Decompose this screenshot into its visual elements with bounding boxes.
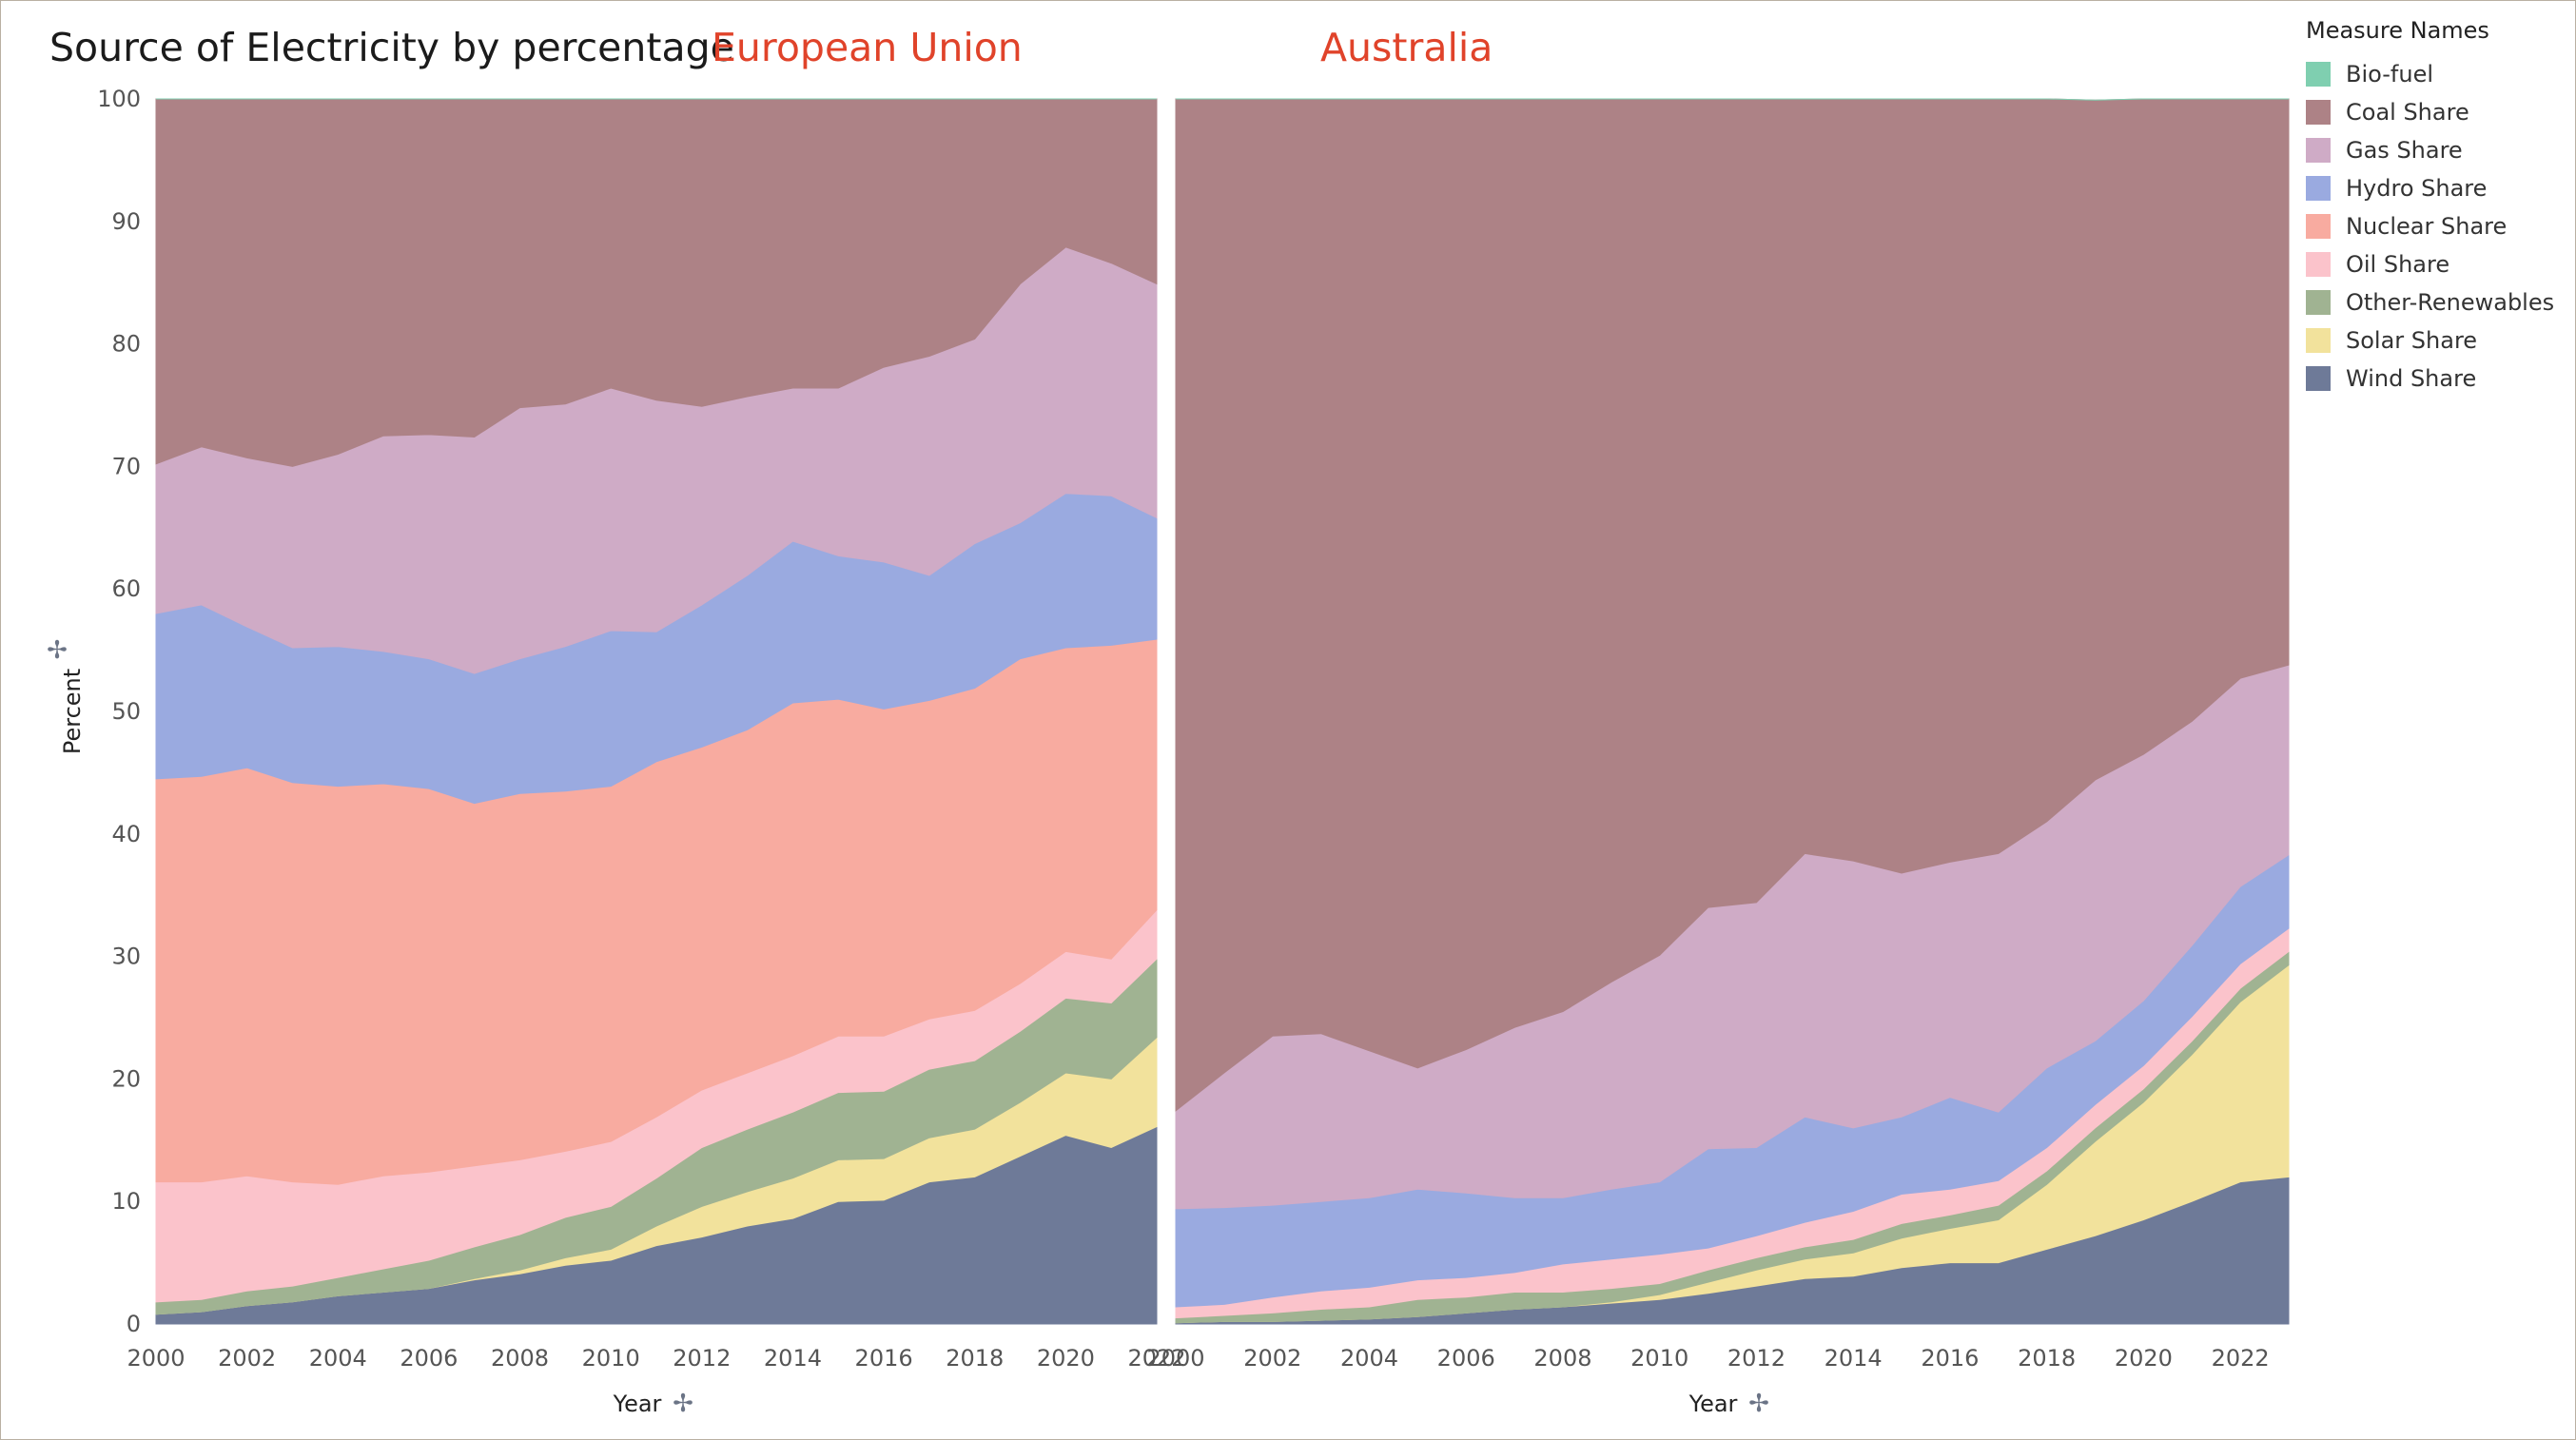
x-tick-label: 2004 [309,1345,367,1372]
x-tick-label: 2000 [1146,1345,1204,1372]
panel-title-australia: Australia [1320,25,1493,70]
legend-label: Oil Share [2346,251,2450,278]
legend-label: Gas Share [2346,137,2463,164]
legend-item[interactable]: Coal Share [2306,93,2554,131]
legend-swatch [2306,138,2331,163]
x-tick-label: 2022 [1127,1345,1185,1372]
legend-swatch [2306,100,2331,125]
area-bio-fuel-australia [1176,98,2289,101]
legend-label: Bio-fuel [2346,61,2434,88]
x-tick-label: 2016 [855,1345,913,1372]
y-tick-label: 50 [111,698,141,725]
x-tick-label: 2012 [673,1345,731,1372]
legend-swatch [2306,176,2331,201]
y-tick-label: 60 [111,575,141,602]
x-tick-label: 2010 [1630,1345,1688,1372]
x-tick-label: 2016 [1921,1345,1979,1372]
y-tick-label: 20 [111,1065,141,1092]
x-tick-label: 2020 [1037,1345,1095,1372]
legend-swatch [2306,328,2331,353]
x-tick-label: 2020 [2115,1345,2173,1372]
legend-swatch [2306,366,2331,391]
y-tick-label: 30 [111,944,141,970]
x-axis-title: Year [613,1391,662,1417]
legend-item[interactable]: Wind Share [2306,360,2554,398]
x-tick-label: 2018 [946,1345,1004,1372]
legend-label: Coal Share [2346,99,2469,126]
y-tick-label: 70 [111,453,141,479]
y-axis-title: Percent [59,669,86,754]
legend: Measure Names Bio-fuel Coal Share Gas Shar… [2306,17,2554,398]
x-tick-label: 2022 [2212,1345,2270,1372]
pin-icon: ✢ [1748,1389,1769,1417]
x-tick-label: 2000 [127,1345,185,1372]
x-tick-label: 2002 [218,1345,276,1372]
legend-item[interactable]: Gas Share [2306,131,2554,169]
pin-icon: ✢ [47,635,68,664]
x-tick-label: 2004 [1340,1345,1398,1372]
y-tick-label: 80 [111,331,141,358]
legend-item[interactable]: Bio-fuel [2306,55,2554,93]
legend-item[interactable]: Nuclear Share [2306,207,2554,245]
legend-swatch [2306,62,2331,87]
legend-label: Solar Share [2346,327,2478,354]
legend-swatch [2306,290,2331,315]
pin-icon: ✢ [673,1389,693,1417]
x-tick-label: 2014 [764,1345,822,1372]
y-tick-label: 0 [127,1311,141,1337]
x-tick-label: 2002 [1243,1345,1301,1372]
legend-swatch [2306,214,2331,239]
x-tick-label: 2006 [1437,1345,1495,1372]
legend-swatch [2306,252,2331,277]
x-tick-label: 2008 [1533,1345,1591,1372]
y-tick-label: 90 [111,208,141,235]
y-tick-label: 100 [97,86,141,112]
legend-label: Hydro Share [2346,175,2488,202]
y-tick-label: 40 [111,821,141,847]
x-tick-label: 2008 [491,1345,549,1372]
x-axis-title: Year [1688,1391,1738,1417]
panel-title-eu: European Union [712,25,1023,70]
x-tick-label: 2012 [1727,1345,1786,1372]
legend-title: Measure Names [2306,17,2489,44]
legend-item[interactable]: Oil Share [2306,245,2554,283]
legend-item[interactable]: Solar Share [2306,321,2554,360]
legend-label: Other-Renewables [2346,289,2555,316]
x-tick-label: 2010 [582,1345,640,1372]
legend-items: Bio-fuel Coal Share Gas Share Hydro Share Nu… [2306,55,2554,398]
legend-label: Nuclear Share [2346,213,2508,240]
legend-item[interactable]: Hydro Share [2306,169,2554,207]
x-tick-label: 2006 [400,1345,458,1372]
legend-label: Wind Share [2346,365,2477,392]
y-tick-label: 10 [111,1188,141,1215]
page-title: Source of Electricity by percentage [49,25,734,70]
x-tick-label: 2014 [1825,1345,1883,1372]
x-tick-label: 2018 [2018,1345,2076,1372]
legend-item[interactable]: Other-Renewables [2306,283,2554,321]
